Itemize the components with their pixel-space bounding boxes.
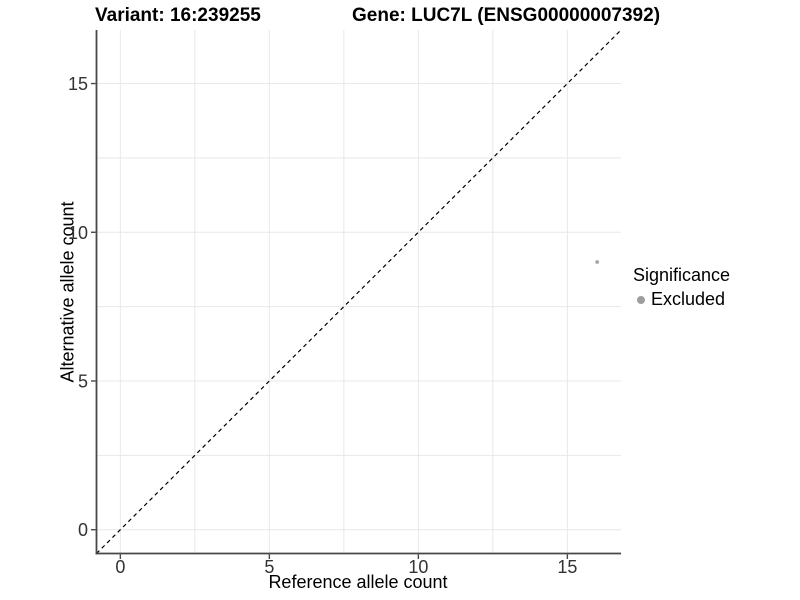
plot-title-variant: Variant: 16:239255 <box>95 5 261 26</box>
legend-entry-excluded: Excluded <box>637 289 730 310</box>
x-tick-label: 0 <box>115 557 125 577</box>
data-point <box>595 260 600 264</box>
legend-point-icon <box>637 295 645 304</box>
legend-title: Significance <box>633 265 731 285</box>
x-axis-title: Reference allele count <box>268 572 448 592</box>
x-tick-label: 15 <box>557 557 577 577</box>
plot-title-gene: Gene: LUC7L (ENSG00000007392) <box>352 5 661 26</box>
legend-entry-label: Excluded <box>651 289 726 309</box>
legend: Significance Excluded <box>633 265 730 310</box>
y-tick-label: 15 <box>68 74 88 94</box>
y-tick-label: 0 <box>78 520 88 540</box>
y-tick-label: 10 <box>68 223 88 243</box>
x-tick-label: 5 <box>264 557 274 577</box>
y-tick-label: 5 <box>78 371 88 391</box>
x-tick-label: 10 <box>408 557 428 577</box>
identity-line <box>96 29 622 554</box>
